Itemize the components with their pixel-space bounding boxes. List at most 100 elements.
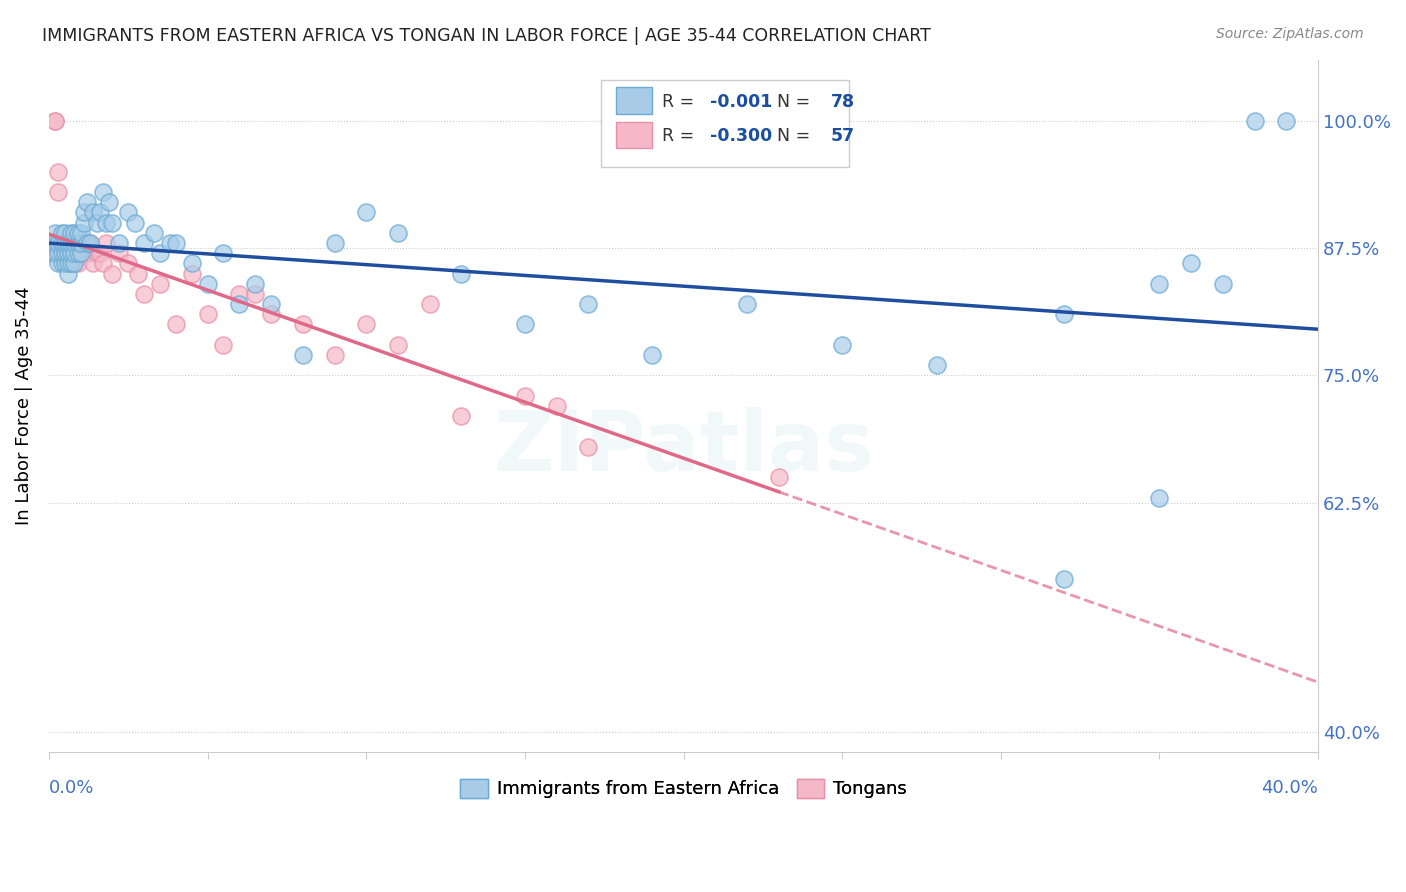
Point <box>53 246 76 260</box>
Point <box>44 113 66 128</box>
Text: R =: R = <box>662 93 700 111</box>
Point <box>1149 491 1171 505</box>
Point <box>387 338 409 352</box>
Point <box>56 246 79 260</box>
Point <box>66 226 89 240</box>
Point <box>79 235 101 250</box>
Text: R =: R = <box>662 128 700 145</box>
Point <box>51 246 73 260</box>
Point <box>60 235 83 250</box>
Text: 57: 57 <box>831 128 855 145</box>
Point <box>51 246 73 260</box>
Point <box>66 256 89 270</box>
Point <box>735 297 758 311</box>
Point <box>44 113 66 128</box>
Point <box>927 358 949 372</box>
Point <box>291 318 314 332</box>
Text: IMMIGRANTS FROM EASTERN AFRICA VS TONGAN IN LABOR FORCE | AGE 35-44 CORRELATION : IMMIGRANTS FROM EASTERN AFRICA VS TONGAN… <box>42 27 931 45</box>
Point <box>127 267 149 281</box>
Text: 40.0%: 40.0% <box>1261 779 1319 797</box>
Point <box>48 246 70 260</box>
Text: Source: ZipAtlas.com: Source: ZipAtlas.com <box>1216 27 1364 41</box>
Y-axis label: In Labor Force | Age 35-44: In Labor Force | Age 35-44 <box>15 286 32 525</box>
Point <box>89 246 111 260</box>
Point <box>56 256 79 270</box>
Point <box>89 205 111 219</box>
Point <box>53 256 76 270</box>
Point <box>260 297 283 311</box>
Point <box>576 297 599 311</box>
Point <box>419 297 441 311</box>
Point <box>387 226 409 240</box>
Point <box>94 235 117 250</box>
Point <box>576 440 599 454</box>
Point <box>53 256 76 270</box>
Point <box>513 389 536 403</box>
Point <box>356 205 378 219</box>
Point <box>51 256 73 270</box>
Text: N =: N = <box>766 128 815 145</box>
Point <box>124 216 146 230</box>
Point <box>1053 307 1076 321</box>
Point <box>66 246 89 260</box>
Point <box>73 205 96 219</box>
Text: -0.300: -0.300 <box>710 128 772 145</box>
Bar <box>616 122 652 148</box>
Point <box>82 256 104 270</box>
Point <box>69 246 91 260</box>
Point <box>197 307 219 321</box>
Point <box>53 235 76 250</box>
Point <box>228 286 250 301</box>
Point <box>53 246 76 260</box>
Point <box>546 399 568 413</box>
Point <box>245 286 267 301</box>
Text: 0.0%: 0.0% <box>49 779 94 797</box>
Point <box>91 185 114 199</box>
Point <box>641 348 664 362</box>
Point <box>56 235 79 250</box>
Point <box>107 235 129 250</box>
Point <box>76 246 98 260</box>
Point <box>60 226 83 240</box>
Point <box>91 256 114 270</box>
Point <box>60 235 83 250</box>
Point <box>142 226 165 240</box>
Point <box>1053 572 1076 586</box>
Point <box>76 235 98 250</box>
Point <box>94 216 117 230</box>
Point <box>44 235 66 250</box>
Point <box>450 409 472 424</box>
Point <box>44 226 66 240</box>
Text: ZIPatlas: ZIPatlas <box>494 407 875 488</box>
Point <box>44 235 66 250</box>
Point <box>53 235 76 250</box>
Point <box>53 226 76 240</box>
Point <box>1212 277 1234 291</box>
Point <box>513 318 536 332</box>
Point <box>291 348 314 362</box>
Point <box>69 246 91 260</box>
Point <box>69 235 91 250</box>
Point <box>63 246 86 260</box>
Point <box>56 246 79 260</box>
Point <box>356 318 378 332</box>
Point <box>212 246 235 260</box>
Point <box>149 246 172 260</box>
Point <box>180 267 202 281</box>
Point <box>66 246 89 260</box>
Point <box>101 216 124 230</box>
Point <box>1180 256 1202 270</box>
Point <box>48 235 70 250</box>
Point <box>260 307 283 321</box>
Point <box>831 338 853 352</box>
Text: 78: 78 <box>831 93 855 111</box>
Point <box>79 235 101 250</box>
Point <box>180 256 202 270</box>
Point <box>48 164 70 178</box>
Point <box>41 235 63 250</box>
Point <box>117 205 139 219</box>
Point <box>51 235 73 250</box>
Point <box>56 267 79 281</box>
Point <box>134 286 156 301</box>
Bar <box>600 80 849 167</box>
